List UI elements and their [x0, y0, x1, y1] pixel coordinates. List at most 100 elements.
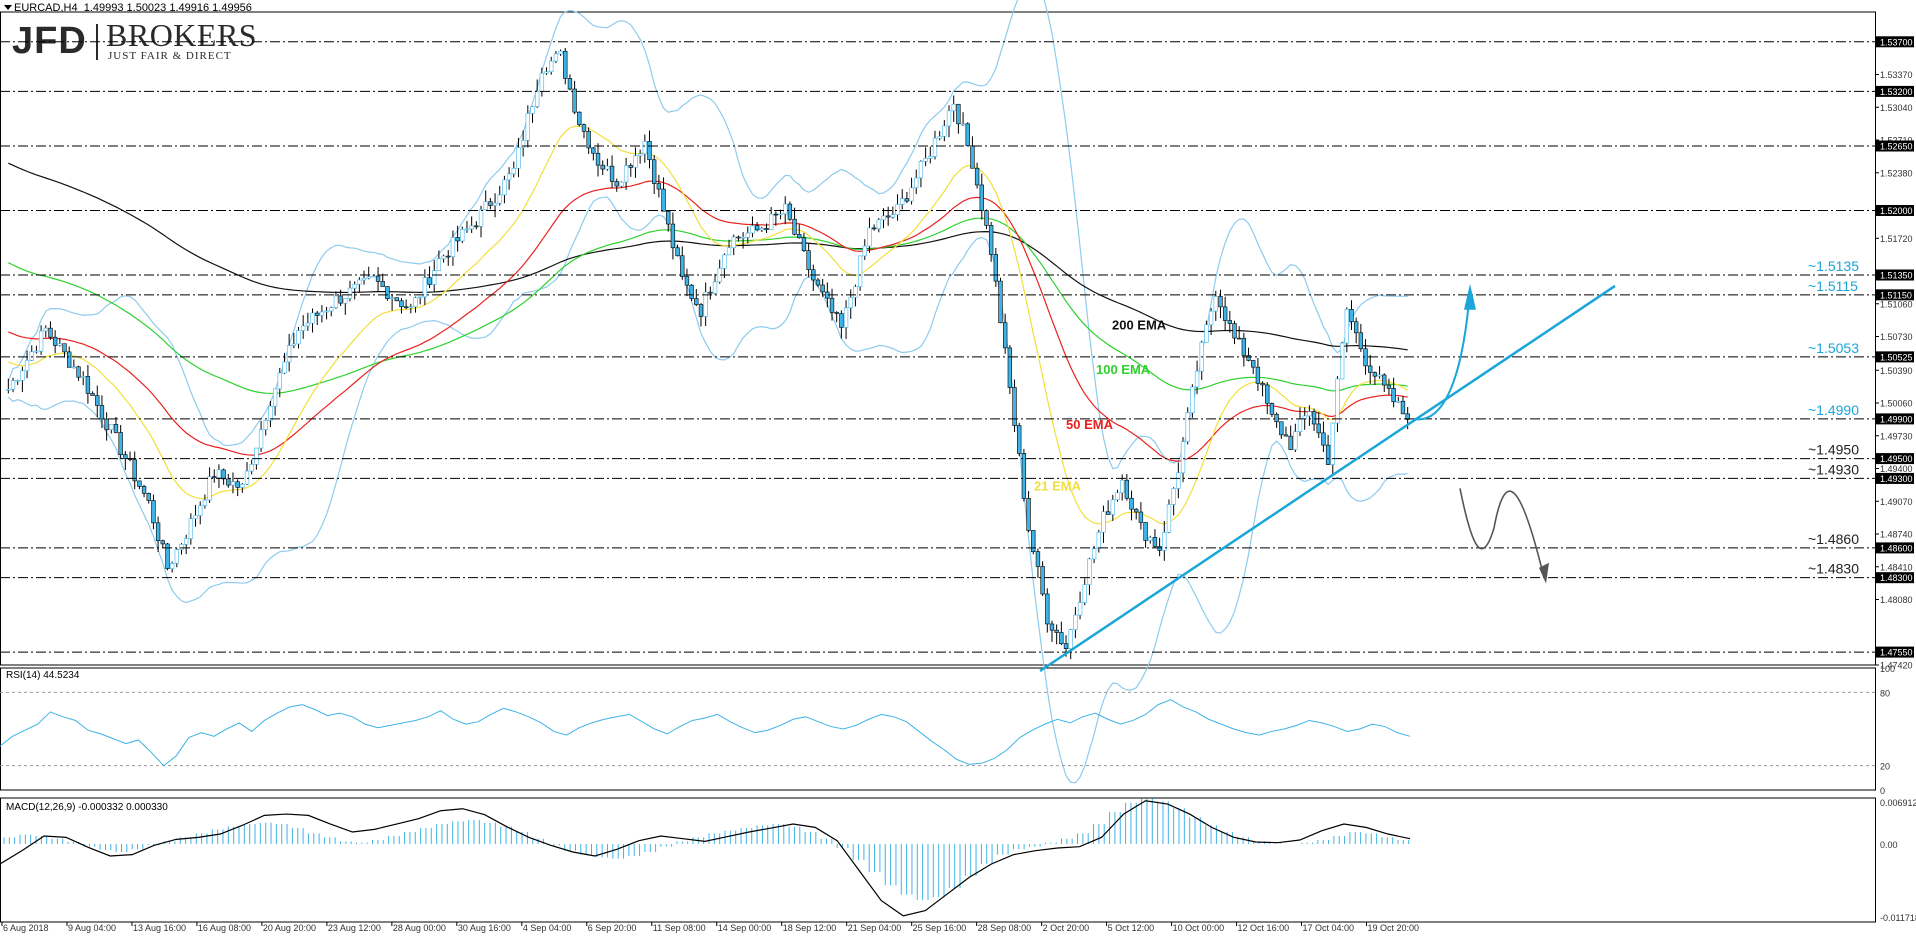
candle-body — [1335, 378, 1340, 424]
symbol-dropdown-icon[interactable] — [4, 5, 12, 10]
candle-body — [647, 141, 652, 161]
candle-body — [1279, 421, 1284, 436]
candle-body — [343, 298, 348, 304]
candle-body — [792, 218, 797, 235]
logo-tagline: JUST FAIR & DIRECT — [108, 50, 232, 62]
time-tick-label: 18 Sep 12:00 — [783, 923, 837, 933]
candle-body — [460, 229, 465, 242]
candle-body — [277, 372, 282, 390]
candle-body — [511, 167, 516, 175]
candle-body — [1166, 504, 1172, 533]
candle-body — [633, 155, 638, 168]
candle-body — [984, 210, 989, 226]
ema-label: 100 EMA — [1096, 362, 1151, 377]
candle-body — [1237, 337, 1242, 340]
candle-body — [586, 130, 591, 149]
time-tick-label: 6 Sep 20:00 — [588, 923, 637, 933]
level-label: ~1.4860 — [1808, 531, 1859, 547]
candle-body — [909, 187, 914, 202]
candle-body — [432, 270, 437, 285]
level-axis-label: 1.53200 — [1880, 87, 1913, 97]
candle-body — [876, 219, 881, 230]
time-tick-label: 19 Oct 20:00 — [1368, 923, 1420, 933]
candle-body — [333, 295, 339, 309]
candle-body — [1227, 320, 1232, 324]
level-axis-label: 1.51350 — [1880, 270, 1913, 280]
candle-body — [1222, 306, 1228, 321]
candle-body — [726, 247, 732, 256]
candle-body — [137, 480, 142, 487]
candle-body — [890, 214, 896, 218]
candle-body — [553, 53, 559, 62]
candle-body — [371, 275, 376, 278]
price-axis: 1.537001.533701.530401.527101.526501.523… — [1875, 36, 1914, 671]
candle-body — [1232, 323, 1237, 339]
candle-body — [1391, 388, 1396, 403]
candle-body — [567, 78, 573, 90]
candle-body — [1068, 629, 1073, 649]
price-tick-label: 1.49730 — [1880, 431, 1913, 441]
candle-body — [76, 366, 81, 378]
candle-body — [619, 181, 624, 187]
logo-brand: JFD — [12, 20, 87, 62]
candle-body — [1354, 321, 1359, 334]
rsi-axis-label: 100 — [1880, 664, 1895, 674]
candle-body — [530, 106, 535, 114]
time-tick-label: 14 Sep 00:00 — [718, 923, 772, 933]
candle-body — [1208, 310, 1214, 326]
candle-body — [609, 165, 615, 182]
candle-body — [1255, 366, 1261, 384]
rsi-axis-label: 80 — [1880, 688, 1890, 698]
candle-body — [577, 111, 582, 125]
candle-body — [1077, 602, 1083, 616]
candle-body — [90, 393, 95, 396]
level-axis-label: 1.52000 — [1880, 206, 1913, 216]
candle-body — [399, 300, 404, 308]
candle-body — [937, 136, 942, 139]
candle-body — [1035, 551, 1041, 567]
time-tick-label: 6 Aug 2018 — [3, 923, 49, 933]
candle-body — [1021, 453, 1027, 499]
candle-body — [1269, 403, 1275, 415]
candle-body — [974, 167, 980, 186]
macd-label: MACD(12,26,9) -0.000332 0.000330 — [6, 802, 168, 813]
candle-body — [109, 424, 114, 431]
price-tick-label: 1.53370 — [1880, 70, 1913, 80]
macd-axis-label: 0.006912 — [1880, 798, 1916, 808]
candle-body — [1405, 413, 1410, 420]
candle-body — [216, 469, 222, 478]
candle-body — [764, 227, 769, 231]
candle-body — [848, 297, 853, 309]
candle-body — [38, 330, 44, 352]
level-axis-label: 1.48600 — [1880, 543, 1913, 553]
candle-body — [516, 147, 521, 169]
price-tick-label: 1.48740 — [1880, 530, 1913, 540]
candle-body — [151, 500, 156, 524]
candle-body — [221, 469, 226, 480]
candle-body — [352, 283, 357, 289]
level-label: ~1.5115 — [1808, 278, 1858, 294]
candle-body — [1251, 360, 1256, 368]
price-tick-label: 1.50390 — [1880, 366, 1913, 376]
candle-body — [184, 538, 189, 545]
candle-body — [549, 60, 554, 73]
candle-body — [1321, 432, 1326, 446]
ema-21-line — [8, 125, 1408, 525]
time-axis: 6 Aug 2018 9 Aug 04:00 13 Aug 16:00 16 Aug … — [1, 922, 1420, 933]
time-tick-label: 13 Aug 16:00 — [133, 923, 186, 933]
candle-body — [1180, 441, 1186, 474]
price-tick-label: 1.47420 — [1880, 661, 1913, 671]
candle-body — [1157, 546, 1162, 551]
time-tick-label: 9 Aug 04:00 — [68, 923, 116, 933]
candle-body — [24, 359, 30, 372]
candle-body — [1120, 479, 1125, 494]
candle-body — [1382, 374, 1387, 386]
candle-body — [797, 234, 802, 239]
candle-body — [394, 297, 399, 302]
candle-body — [179, 544, 184, 550]
candle-body — [1260, 383, 1265, 386]
candle-body — [544, 71, 549, 74]
time-tick-label: 28 Sep 08:00 — [978, 923, 1032, 933]
candle-body — [1138, 511, 1144, 523]
